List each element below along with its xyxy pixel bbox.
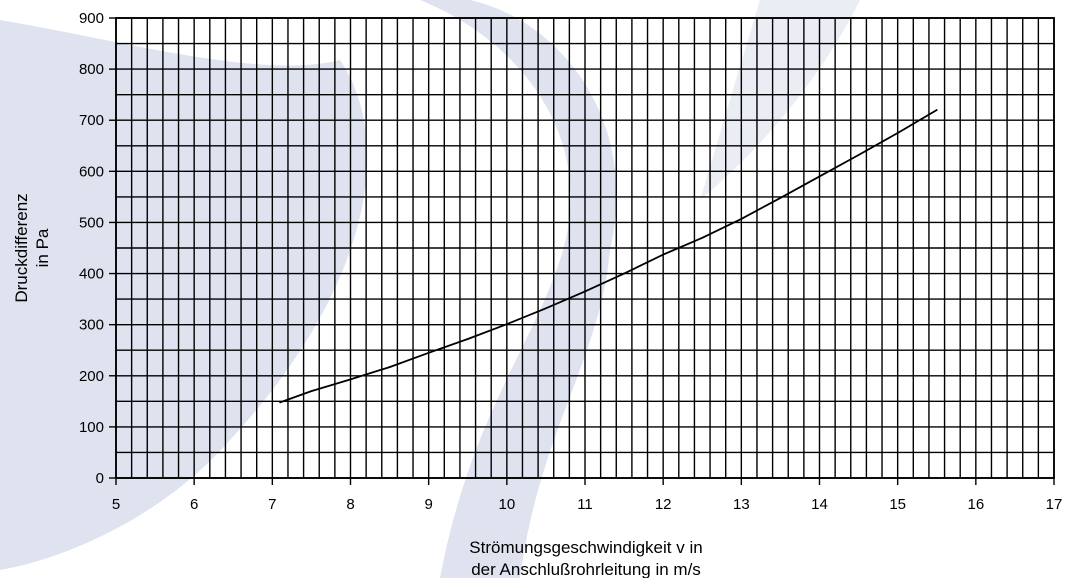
data-point: [545, 307, 547, 310]
x-tick-label: 6: [190, 496, 198, 513]
data-point: [349, 378, 352, 381]
x-tick-label: 13: [733, 496, 750, 513]
watermark-swoosh-left: [0, 20, 368, 570]
x-tick-label: 12: [655, 496, 672, 513]
y-tick-label: 400: [79, 266, 104, 283]
data-point: [623, 272, 625, 275]
data-point: [896, 132, 899, 134]
data-point: [466, 338, 469, 340]
data-point: [388, 366, 391, 368]
x-tick-label: 9: [424, 496, 432, 513]
y-tick-label: 600: [79, 163, 104, 180]
data-point: [662, 253, 665, 256]
x-axis-title-line-1: Strömungsgeschwindigkeit v in: [469, 538, 702, 557]
x-tick-label: 17: [1046, 496, 1063, 513]
data-point: [310, 390, 313, 393]
y-tick-label: 200: [79, 368, 104, 385]
y-tick-label: 700: [79, 112, 104, 129]
x-tick-label: 14: [811, 496, 828, 513]
data-point: [818, 175, 821, 178]
y-tick-label: 100: [79, 419, 104, 436]
x-tick-label: 11: [577, 496, 593, 513]
data-point: [584, 290, 586, 293]
series-group: [279, 109, 938, 404]
y-tick-label: 0: [96, 470, 104, 487]
x-tick-label: 8: [346, 496, 354, 513]
data-point: [505, 323, 508, 326]
data-point: [279, 401, 282, 404]
watermark-swoosh-arc: [420, 0, 617, 578]
y-tick-label: 300: [79, 317, 104, 334]
y-tick-label: 500: [79, 214, 104, 231]
data-point: [779, 197, 782, 199]
data-point: [935, 109, 938, 111]
x-tick-label: 10: [498, 496, 515, 513]
y-axis-title-line-2: in Pa: [33, 228, 52, 267]
data-point: [857, 154, 860, 156]
x-tick-label: 16: [967, 496, 984, 513]
x-tick-label: 5: [112, 496, 120, 513]
x-axis-ticks: 5 6 7 8 9 10 11 12 13 14 15 16 17: [112, 478, 1063, 513]
y-axis-title-line-1: Druckdifferenz: [12, 193, 31, 302]
data-point: [427, 351, 430, 354]
series-line: [279, 109, 938, 404]
grid-minor: [115, 17, 1055, 479]
x-axis-title-line-2: der Anschlußrohrleitung in m/s: [471, 560, 701, 578]
y-axis-ticks: 0 100 200 300 400 500 600 700 800 900: [79, 10, 116, 487]
x-tick-label: 7: [268, 496, 276, 513]
y-tick-label: 800: [79, 61, 104, 78]
data-point: [740, 217, 743, 220]
y-tick-label: 900: [79, 10, 104, 27]
x-tick-label: 15: [889, 496, 906, 513]
y-axis-title: Druckdifferenz in Pa: [12, 193, 52, 302]
data-point: [701, 236, 704, 239]
